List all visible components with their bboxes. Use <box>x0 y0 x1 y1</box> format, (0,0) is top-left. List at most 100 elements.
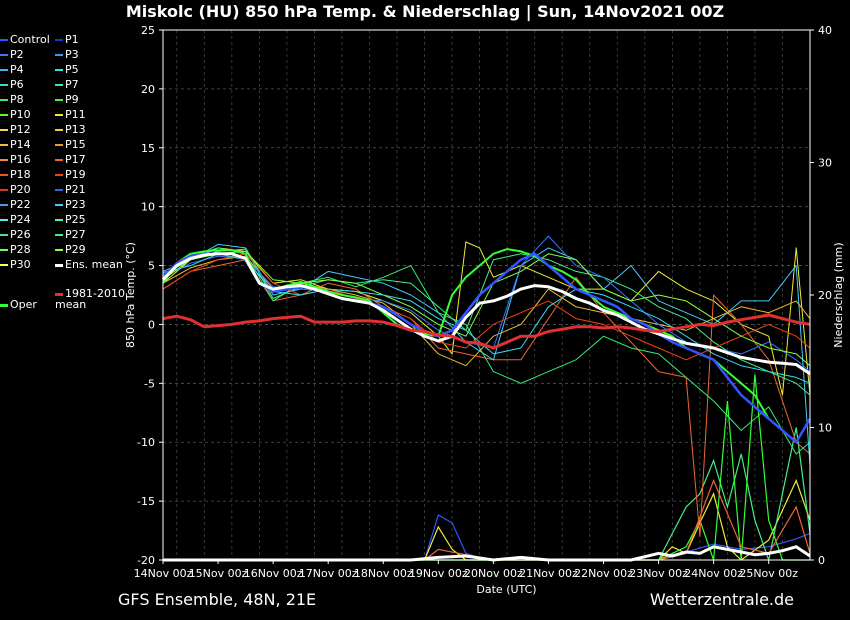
legend-item-p18: P18 <box>0 168 31 182</box>
legend-item-oper: Oper <box>0 299 70 313</box>
legend-item-p23: P23 <box>55 198 86 212</box>
legend-label: P17 <box>65 153 86 166</box>
legend-label: P29 <box>65 243 86 256</box>
ytick-label: 5 <box>148 260 155 273</box>
ytick-label: 10 <box>141 201 155 214</box>
xtick-label: 25Nov 00z <box>739 567 798 580</box>
legend-item-p6: P6 <box>0 78 24 92</box>
legend-label: Ens. mean <box>65 258 123 271</box>
legend-label: P6 <box>10 78 24 91</box>
ytick-label: -20 <box>137 554 155 567</box>
legend-item-p27: P27 <box>55 228 86 242</box>
temp-line-1981-2010-mean <box>162 313 811 350</box>
xtick-label: 18Nov 00z <box>354 567 413 580</box>
y-axis-label: 850 hPa Temp. (°C) <box>124 242 137 348</box>
legend-label: P23 <box>65 198 86 211</box>
legend-label: P7 <box>65 78 79 91</box>
legend-label: P19 <box>65 168 86 181</box>
legend-item-p3: P3 <box>55 48 79 62</box>
legend-label: P18 <box>10 168 31 181</box>
xtick-label: 20Nov 00z <box>464 567 523 580</box>
legend-label: P24 <box>10 213 31 226</box>
legend-label: P11 <box>65 108 86 121</box>
legend-item-p5: P5 <box>55 63 79 77</box>
x-axis-label: Date (UTC) <box>476 583 536 596</box>
legend-swatch <box>0 39 8 41</box>
legend-label: P20 <box>10 183 31 196</box>
legend-swatch <box>0 144 8 146</box>
ytick-label: -10 <box>137 436 155 449</box>
y2tick-label: 10 <box>818 422 832 435</box>
legend-label: P16 <box>10 153 31 166</box>
legend-label: P8 <box>10 93 24 106</box>
legend-label: P27 <box>65 228 86 241</box>
legend-label: P4 <box>10 63 24 76</box>
legend-label: P14 <box>10 138 31 151</box>
legend-item-control: Control <box>0 33 50 47</box>
legend-swatch <box>0 234 8 236</box>
legend-item-p20: P20 <box>0 183 31 197</box>
legend-label: Control <box>10 33 50 46</box>
legend-swatch <box>0 174 8 176</box>
legend-label: P30 <box>10 258 31 271</box>
legend-label: P25 <box>65 213 86 226</box>
legend-label: P26 <box>10 228 31 241</box>
legend-swatch <box>0 219 8 221</box>
legend-item-p1: P1 <box>55 33 79 47</box>
ytick-label: 20 <box>141 83 155 96</box>
legend-swatch <box>0 249 8 251</box>
ytick-label: -15 <box>137 495 155 508</box>
legend-swatch <box>55 54 63 56</box>
legend-swatch <box>0 69 8 71</box>
xtick-label: 16Nov 00z <box>244 567 303 580</box>
legend-swatch <box>55 84 63 86</box>
legend-swatch <box>0 54 8 56</box>
precip-line-p1 <box>163 514 811 561</box>
legend-item-p21: P21 <box>55 183 86 197</box>
legend-item-p2: P2 <box>0 48 24 62</box>
legend-swatch <box>0 204 8 206</box>
temp-line-p27 <box>162 248 811 396</box>
legend-item-p25: P25 <box>55 213 86 227</box>
xtick-label: 22Nov 00z <box>574 567 633 580</box>
temp-line-p8 <box>162 247 811 455</box>
legend-item-p15: P15 <box>55 138 86 152</box>
legend-swatch <box>55 174 63 176</box>
ytick-label: 25 <box>141 24 155 37</box>
legend-swatch <box>0 99 8 101</box>
legend-item-p9: P9 <box>55 93 79 107</box>
legend-label: P21 <box>65 183 86 196</box>
legend-swatch <box>55 189 63 191</box>
precip-line-oper <box>163 374 810 561</box>
temp-line-control <box>162 252 812 444</box>
legend-label: P2 <box>10 48 24 61</box>
footer-model: GFS Ensemble, 48N, 21E <box>118 590 317 609</box>
legend-swatch <box>0 303 8 307</box>
legend-label: P10 <box>10 108 31 121</box>
xtick-label: 24Nov 00z <box>684 567 743 580</box>
legend-label: P9 <box>65 93 79 106</box>
legend-label: P15 <box>65 138 86 151</box>
legend-label: P5 <box>65 63 79 76</box>
legend-item-p8: P8 <box>0 93 24 107</box>
xtick-label: 19Nov 00z <box>409 567 468 580</box>
legend-item-p7: P7 <box>55 78 79 92</box>
chart-title: Miskolc (HU) 850 hPa Temp. & Niederschla… <box>125 2 725 21</box>
legend-item-p13: P13 <box>55 123 86 137</box>
legend-item-p19: P19 <box>55 168 86 182</box>
xtick-label: 15Nov 00z <box>189 567 248 580</box>
legend-label: P13 <box>65 123 86 136</box>
xtick-label: 23Nov 00z <box>629 567 688 580</box>
legend-item-p11: P11 <box>55 108 86 122</box>
legend-swatch <box>0 189 8 191</box>
legend-label: P28 <box>10 243 31 256</box>
plot-frame <box>162 29 811 561</box>
legend-swatch <box>55 219 63 221</box>
legend-item-p14: P14 <box>0 138 31 152</box>
legend-swatch <box>55 69 63 71</box>
precip-line-ens-mean <box>163 545 811 562</box>
legend-swatch <box>55 159 63 161</box>
legend-swatch <box>0 129 8 131</box>
legend-item-p30: P30 <box>0 258 31 272</box>
